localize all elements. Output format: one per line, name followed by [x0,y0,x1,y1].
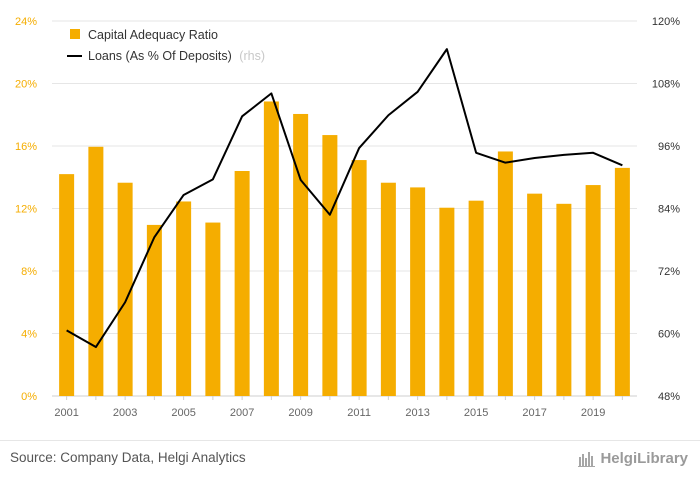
bar [527,194,542,396]
bar [88,147,103,396]
left-y-tick-label: 12% [15,204,37,216]
x-tick-label: 2009 [288,407,312,419]
x-tick-label: 2019 [581,407,605,419]
right-y-tick-label: 72% [658,266,680,278]
left-y-tick-label: 24% [15,16,37,28]
right-y-tick-label: 84% [658,204,680,216]
bar [264,101,279,396]
brand-logo: HelgiLibrary [578,450,688,467]
left-y-tick-label: 4% [21,329,37,341]
library-icon [578,451,596,467]
brand-name: HelgiLibrary [600,450,688,467]
x-tick-label: 2007 [230,407,254,419]
right-y-tick-label: 120% [652,16,680,28]
bar [59,174,74,396]
legend-label-loans-suffix: (rhs) [239,49,265,63]
x-tick-label: 2015 [464,407,488,419]
bar [469,201,484,396]
x-axis-labels: 2001 2003 2005 2007 2009 2011 2013 2015 2017 2019 [54,396,622,419]
combo-chart: 0% 4% 8% 12% 16% 20% 24% 48% 60% 72% 84% 96% 108% 12… [0,0,700,440]
x-tick-label: 2001 [54,407,78,419]
right-y-tick-label: 48% [658,391,680,403]
legend-swatch-capital-adequacy [70,29,80,39]
bar [439,208,454,396]
left-y-tick-label: 20% [15,79,37,91]
legend-label-loans-name: Loans (As % Of Deposits) [88,49,232,63]
x-tick-label: 2017 [522,407,546,419]
legend: Capital Adequacy Ratio Loans (As % Of De… [67,28,265,63]
legend-label-loans: Loans (As % Of Deposits) (rhs) [88,49,265,63]
bar [176,201,191,396]
gridlines [52,21,637,396]
bar [498,151,513,396]
bar [615,168,630,396]
right-y-tick-label: 96% [658,141,680,153]
right-y-axis-labels: 48% 60% 72% 84% 96% 108% 120% [652,16,680,403]
bar [586,185,601,396]
bar [293,114,308,396]
x-tick-label: 2013 [405,407,429,419]
source-note: Source: Company Data, Helgi Analytics [10,450,246,465]
x-tick-label: 2005 [171,407,195,419]
bar [410,187,425,396]
left-y-axis-labels: 0% 4% 8% 12% 16% 20% 24% [15,16,37,403]
footer: Source: Company Data, Helgi Analytics He… [0,440,700,484]
legend-label-capital-adequacy: Capital Adequacy Ratio [88,28,218,42]
left-y-tick-label: 8% [21,266,37,278]
bar [322,135,337,396]
bar [381,183,396,396]
x-tick-label: 2011 [347,407,371,419]
x-tick-label: 2003 [113,407,137,419]
bar [235,171,250,396]
bar [556,204,571,396]
left-y-tick-label: 0% [21,391,37,403]
bar [205,223,220,396]
right-y-tick-label: 108% [652,79,680,91]
left-y-tick-label: 16% [15,141,37,153]
right-y-tick-label: 60% [658,329,680,341]
bar [352,160,367,396]
